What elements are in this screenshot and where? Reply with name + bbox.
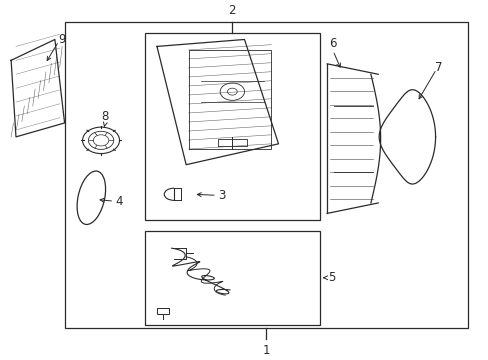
Text: 5: 5 — [327, 271, 335, 284]
Bar — [144, 32, 319, 220]
Text: 3: 3 — [217, 189, 224, 202]
Text: 9: 9 — [58, 33, 66, 46]
Bar — [144, 231, 319, 325]
Text: 8: 8 — [101, 110, 108, 123]
Bar — [157, 308, 169, 314]
Text: 2: 2 — [228, 4, 236, 17]
Text: 1: 1 — [262, 344, 269, 357]
Text: 4: 4 — [116, 195, 123, 208]
Text: 7: 7 — [434, 61, 442, 74]
Text: 6: 6 — [328, 37, 336, 50]
Bar — [64, 22, 467, 328]
